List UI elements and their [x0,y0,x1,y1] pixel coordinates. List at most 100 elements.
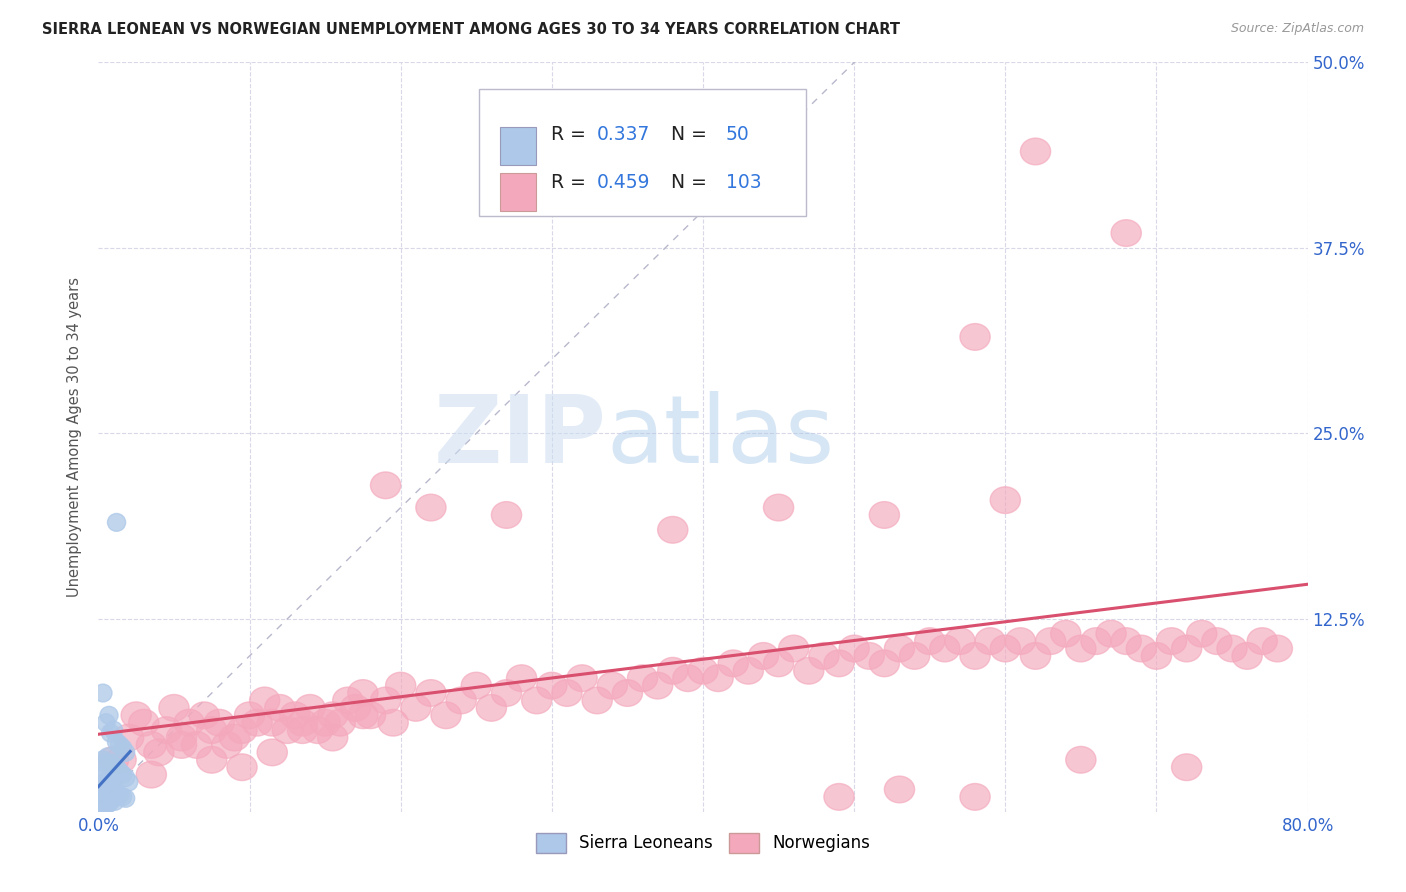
Ellipse shape [91,796,110,814]
Ellipse shape [101,754,120,772]
Ellipse shape [166,731,197,758]
Ellipse shape [159,695,188,722]
Ellipse shape [242,709,273,736]
Ellipse shape [204,709,235,736]
Ellipse shape [945,628,976,655]
Ellipse shape [117,743,135,761]
Ellipse shape [1142,642,1171,669]
Ellipse shape [111,736,129,754]
Text: 0.337: 0.337 [596,125,650,144]
Ellipse shape [104,780,122,798]
Ellipse shape [1111,628,1142,655]
Ellipse shape [688,657,718,684]
Ellipse shape [416,680,446,706]
Ellipse shape [143,739,174,765]
Ellipse shape [117,789,135,807]
Ellipse shape [280,702,311,729]
Ellipse shape [98,747,129,773]
Ellipse shape [226,717,257,743]
Ellipse shape [93,788,111,805]
Ellipse shape [551,680,582,706]
Ellipse shape [1021,642,1050,669]
Ellipse shape [181,731,212,758]
Text: N =: N = [659,125,713,144]
Ellipse shape [1097,620,1126,647]
Ellipse shape [990,635,1021,662]
FancyBboxPatch shape [501,127,536,165]
Ellipse shape [915,628,945,655]
Ellipse shape [1036,628,1066,655]
Ellipse shape [121,702,152,729]
Ellipse shape [190,702,219,729]
Ellipse shape [855,642,884,669]
Ellipse shape [98,788,117,805]
Ellipse shape [401,695,432,722]
Ellipse shape [990,487,1021,514]
Ellipse shape [960,642,990,669]
Ellipse shape [492,501,522,528]
Ellipse shape [93,780,111,798]
Ellipse shape [643,673,673,699]
Ellipse shape [117,769,135,787]
Ellipse shape [111,787,129,805]
Ellipse shape [1066,747,1097,773]
Ellipse shape [567,665,598,691]
Ellipse shape [461,673,492,699]
Text: R =: R = [551,125,592,144]
Ellipse shape [226,754,257,780]
Ellipse shape [1247,628,1278,655]
Ellipse shape [340,695,371,722]
Ellipse shape [432,702,461,729]
Ellipse shape [718,650,748,677]
Ellipse shape [91,796,110,814]
Ellipse shape [93,794,111,812]
Ellipse shape [378,709,408,736]
Ellipse shape [96,796,114,814]
Ellipse shape [114,724,143,751]
Ellipse shape [212,731,242,758]
Ellipse shape [97,792,115,810]
Text: atlas: atlas [606,391,835,483]
Ellipse shape [94,783,112,801]
Ellipse shape [1157,628,1187,655]
Ellipse shape [900,642,929,669]
Ellipse shape [264,695,295,722]
Ellipse shape [257,739,287,765]
FancyBboxPatch shape [479,88,806,216]
Ellipse shape [356,702,385,729]
Ellipse shape [325,709,356,736]
Ellipse shape [93,765,111,783]
Ellipse shape [522,687,551,714]
Ellipse shape [136,761,166,788]
Ellipse shape [105,792,124,810]
Ellipse shape [107,758,125,776]
Ellipse shape [1005,628,1035,655]
Ellipse shape [929,635,960,662]
Ellipse shape [371,472,401,499]
Ellipse shape [884,635,915,662]
Ellipse shape [152,717,181,743]
Ellipse shape [582,687,613,714]
Ellipse shape [136,731,166,758]
Ellipse shape [98,774,117,792]
Ellipse shape [103,791,121,809]
Ellipse shape [104,756,122,774]
Text: 103: 103 [725,173,762,192]
Ellipse shape [96,791,114,809]
Text: 50: 50 [725,125,749,144]
Ellipse shape [111,763,129,780]
Ellipse shape [748,168,779,194]
Ellipse shape [763,650,793,677]
Ellipse shape [235,702,264,729]
Ellipse shape [197,747,226,773]
Ellipse shape [960,783,990,810]
Ellipse shape [627,665,658,691]
Ellipse shape [808,642,839,669]
Ellipse shape [197,717,226,743]
Ellipse shape [748,642,779,669]
Ellipse shape [94,789,112,807]
Ellipse shape [1232,642,1263,669]
Ellipse shape [1202,628,1232,655]
Text: Source: ZipAtlas.com: Source: ZipAtlas.com [1230,22,1364,36]
Ellipse shape [779,635,808,662]
